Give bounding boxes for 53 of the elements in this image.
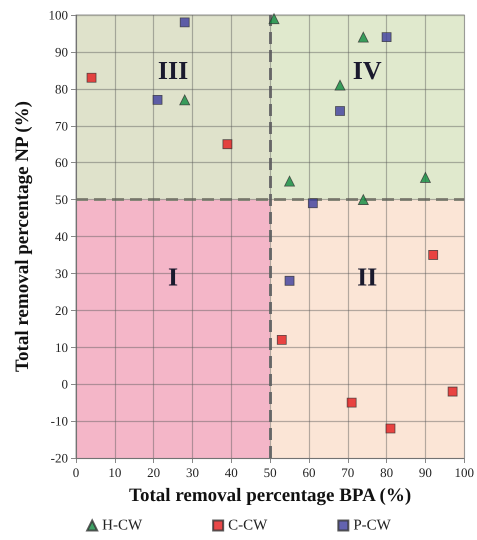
y-tick-label: 30 (55, 266, 68, 281)
y-tick-label: 80 (55, 81, 68, 96)
y-tick-label: 10 (55, 340, 68, 355)
point (420, 172, 431, 183)
y-tick-label: 0 (62, 376, 68, 392)
point (86, 72, 96, 83)
y-tick-label: -10 (50, 414, 68, 429)
x-axis-title: Total removal percentage BPA (%) (129, 485, 412, 506)
point (428, 250, 438, 260)
x-tick-label: 90 (418, 465, 432, 480)
x-tick-label: 60 (302, 465, 316, 480)
annotation: III (158, 56, 188, 85)
x-tick-label: 10 (108, 465, 122, 480)
point (358, 194, 369, 205)
x-tick-label: 40 (224, 465, 238, 480)
y-tick-label: 70 (55, 118, 68, 134)
legend-label: C-CW (228, 518, 268, 534)
y-tick-label: 90 (55, 44, 68, 60)
point (179, 94, 190, 106)
point (268, 13, 280, 24)
annotation: IV (352, 56, 382, 85)
legend-label: P-CW (353, 518, 392, 534)
x-tick-label: 50 (264, 465, 277, 480)
legend-label: H-CW (102, 518, 144, 534)
x-tick-label: 0 (72, 465, 80, 480)
y-tick-label: -20 (50, 450, 68, 466)
point (308, 198, 318, 208)
annotation: II (357, 262, 378, 292)
point (222, 139, 232, 150)
x-tick-label: 20 (147, 465, 160, 480)
point (382, 32, 392, 42)
annotation: I (168, 262, 178, 292)
point (346, 398, 357, 408)
x-tick-label: 70 (341, 465, 354, 480)
point (284, 276, 294, 286)
y-axis-title: Total removal percentage NP (%) (12, 101, 33, 372)
point (334, 80, 346, 91)
point (386, 424, 396, 434)
x-tick-label: 100 (454, 465, 474, 480)
y-tick-label: 20 (55, 302, 68, 318)
point (448, 386, 458, 396)
y-tick-label: 60 (55, 155, 68, 170)
point (180, 17, 190, 28)
x-tick-label: 80 (380, 465, 394, 480)
point (152, 95, 162, 105)
point (358, 32, 369, 43)
y-tick-label: 100 (48, 8, 68, 22)
point (284, 176, 295, 187)
point (276, 334, 287, 345)
y-tick-label: 40 (55, 229, 68, 244)
x-tick-label: 30 (186, 465, 199, 480)
y-tick-label: 50 (55, 192, 68, 208)
point (335, 106, 345, 116)
